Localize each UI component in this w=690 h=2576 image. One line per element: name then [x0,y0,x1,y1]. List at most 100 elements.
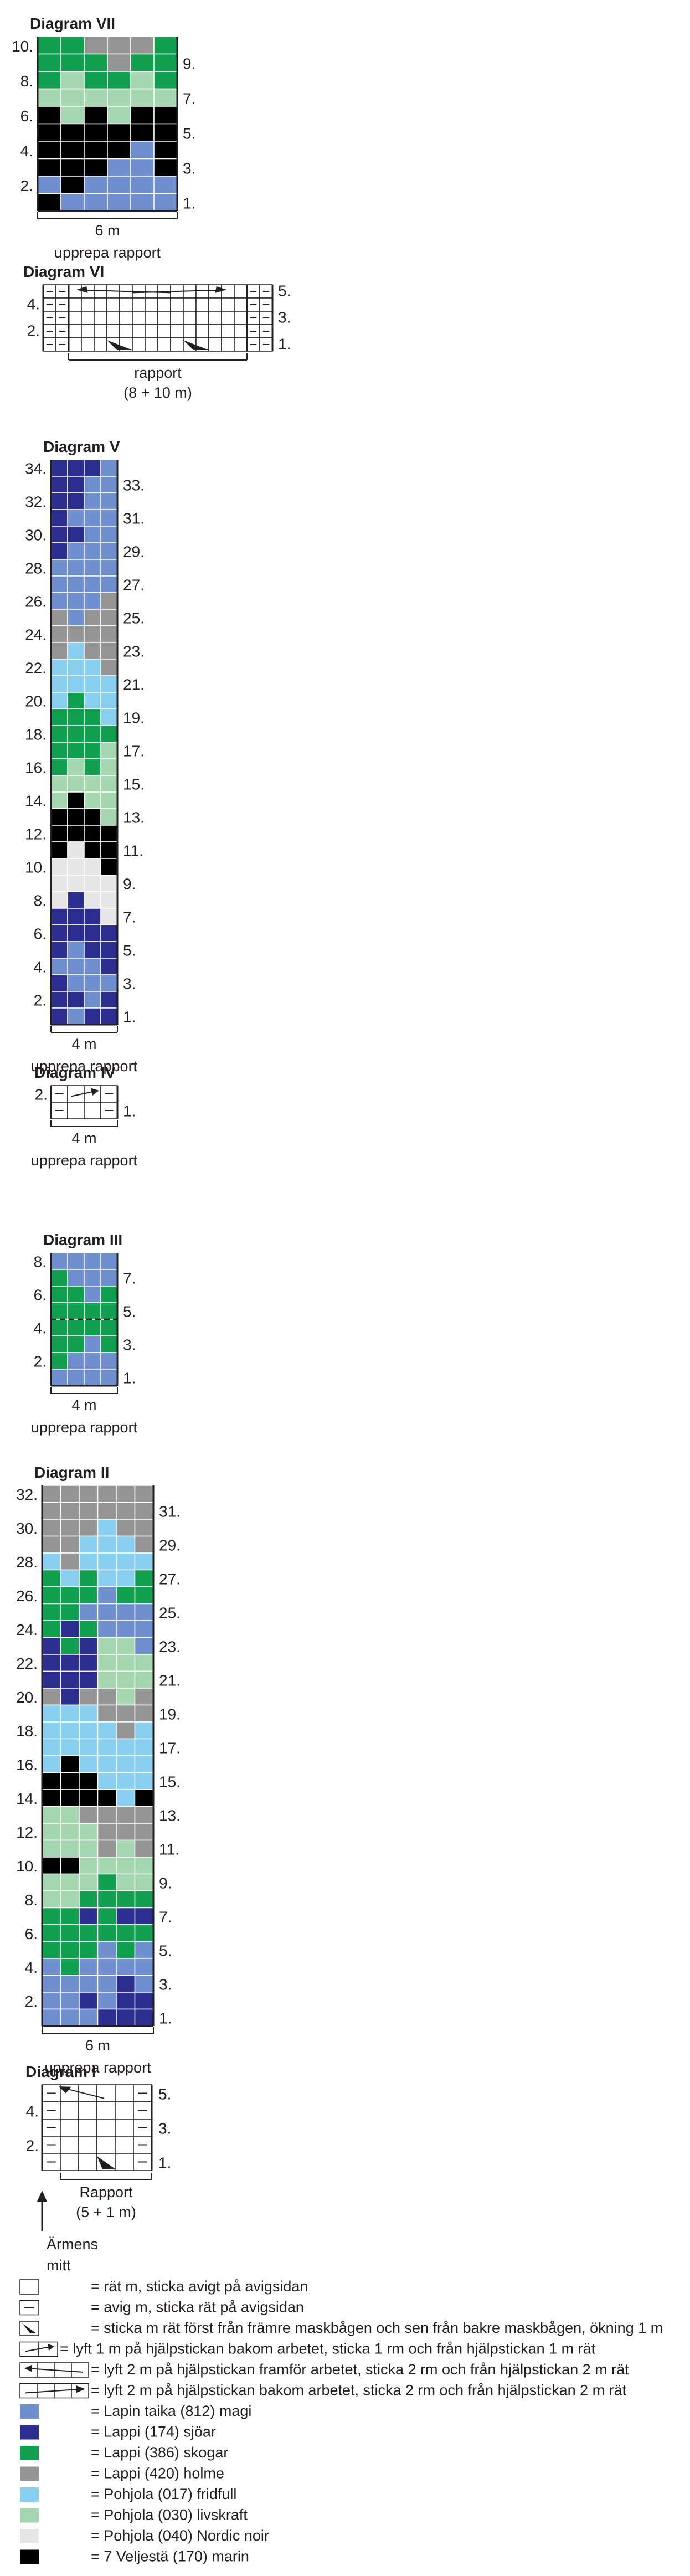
chart-cell [84,1007,101,1025]
chart-cell [116,1924,136,1942]
cable-line [70,1091,95,1097]
chart-cell [116,1485,136,1503]
chart-cell [100,841,118,859]
chart-cell [100,708,118,726]
row-number-left: 16. [25,759,47,777]
chart-cell [50,592,68,610]
chart-cell [116,1823,136,1841]
chart-cell [42,1704,61,1723]
chart-cell [134,1823,154,1841]
row-number-right: 9. [123,876,136,893]
chart-cell [60,1890,80,1909]
increase-mark [183,340,209,350]
chart-cell [134,1569,154,1587]
legend-item: = Pohjola (030) livskraft [20,2507,248,2523]
chart-cell [79,1857,99,1875]
chart-cell [107,71,131,90]
chart-cell [37,193,61,212]
row-number-left: 32. [25,493,47,511]
chart-cell [42,1620,61,1638]
chart-cell [97,1992,117,2010]
chart-cell [97,1941,117,1959]
chart-cell [67,575,85,593]
row-number-left: 4. [20,142,33,160]
knit-stitch [221,311,235,325]
cable-line [64,2087,105,2099]
chart-cell [116,1535,136,1554]
chart-cell [50,974,68,992]
chart-cell [50,1302,68,1320]
row-number-left: 32. [16,1486,38,1503]
knit-stitch [119,297,133,312]
knit-stitch [96,2084,116,2102]
chart-cell [84,141,108,160]
chart-cell [84,1269,101,1287]
chart-cell [42,1569,61,1587]
diagram-title: Diagram V [43,438,120,455]
chart-cell [100,459,118,477]
chart-cell [79,1603,99,1621]
chart-cell [84,1369,101,1386]
row-number-right: 5. [159,1942,172,1959]
legend-item: = lyft 1 m på hjälpstickan bakom arbetet… [19,2341,596,2357]
chart-cell [84,88,108,107]
row-number-left: 16. [16,1756,38,1773]
row-number-right: 3. [158,2120,171,2137]
knit-stitch [60,2119,79,2137]
chart-cell [134,1958,154,1976]
knit-stitch [106,311,120,325]
chart-cell [50,492,68,510]
chart-cell [42,1586,61,1605]
chart-cell [67,1319,85,1336]
legend-text: = Pohjola (030) livskraft [91,2507,248,2523]
legend-item: = lyft 2 m på hjälpstickan bakom arbetet… [19,2382,627,2399]
chart-cell [84,476,101,493]
chart-cell [42,1924,61,1942]
chart-cell [42,1806,61,1824]
chart-cell [134,1519,154,1537]
chart-cell [116,1721,136,1740]
legend-item: = Lapin taika (812) magi [20,2403,251,2419]
chart-cell [134,1873,154,1891]
chart-cell [42,1823,61,1841]
chart-cell [67,509,85,527]
chart-cell [84,158,108,177]
knit-stitch [94,337,107,352]
knit-stitch [170,337,184,352]
row-number-left: 24. [16,1621,38,1638]
row-number-left: 10. [16,1858,38,1875]
knit-stitch [208,324,222,338]
chart-cell [84,708,101,726]
row-number-left: 10. [25,859,47,876]
chart-cell [60,176,85,194]
chart-cell [50,742,68,759]
legend-text: = rät m, sticka avigt på avigsidan [91,2278,308,2295]
row-number-right: 3. [183,160,195,177]
chart-cell [67,1286,85,1303]
chart-cell [42,2008,61,2027]
chart-cell [134,2008,154,2027]
chart-cell [134,1502,154,1520]
row-number-right: 5. [123,942,136,959]
chart-cell [100,1007,118,1025]
chart-cell [60,1839,80,1858]
repeat-caption: upprepa rapport [31,1058,138,1074]
chart-cell [67,1369,85,1386]
knit-stitch [170,297,184,312]
chart-cell [42,1637,61,1655]
chart-cell [116,1789,136,1807]
row-number-left: 4. [25,1959,38,1976]
diagram-6: Diagram I 4. 2. 5. 3. 1. Rapport (5 + 1 m) Ärmen… [25,2063,171,2274]
diagram-title: Diagram VI [23,263,104,280]
chart-cell [79,1519,99,1537]
legend-text: = Lapin taika (812) magi [91,2403,251,2419]
chart-cell [84,542,101,560]
knit-stitch [208,297,222,312]
knit-stitch [145,297,158,312]
chart-cell [153,36,178,55]
chart-cell [50,559,68,577]
chart-cell [84,825,101,842]
chart-cell [60,53,85,72]
chart-cell [100,808,118,826]
row-number-right: 3. [159,1976,172,1993]
